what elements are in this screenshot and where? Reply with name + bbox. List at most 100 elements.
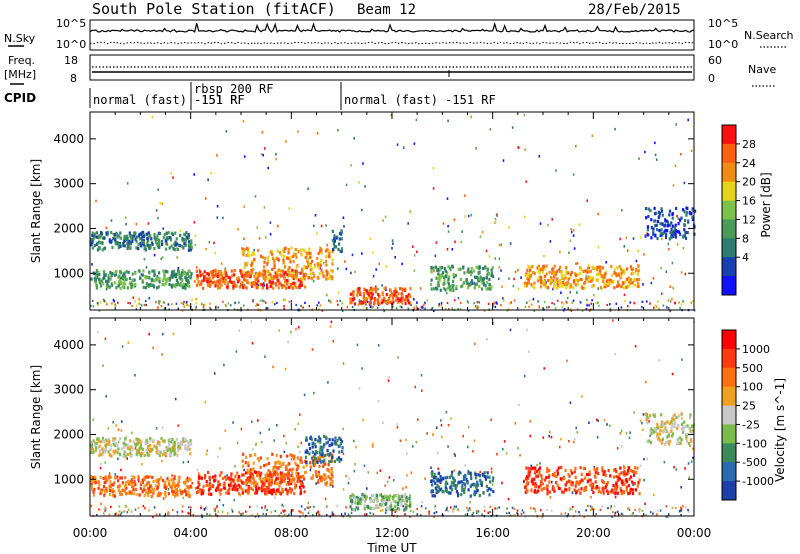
echo-cell (254, 281, 257, 285)
scatter-speckle (319, 266, 322, 269)
echo-cell (164, 239, 167, 243)
ground-speckle (620, 306, 623, 309)
colorbar-swatch (722, 330, 736, 350)
echo-cell (543, 274, 546, 278)
scatter-speckle (104, 337, 107, 340)
echo-cell (263, 260, 266, 264)
echo-cell (239, 285, 242, 289)
echo-cell (527, 278, 530, 282)
echo-cell (162, 453, 165, 457)
ground-speckle (140, 304, 143, 307)
ground-speckle (466, 300, 469, 303)
echo-cell (311, 445, 314, 449)
echo-cell (255, 282, 258, 286)
echo-cell (128, 246, 132, 250)
echo-cell (357, 501, 360, 506)
scatter-speckle (402, 487, 404, 490)
echo-cell (339, 441, 343, 445)
scatter-speckle (195, 487, 197, 490)
echo-cell (548, 473, 551, 478)
echo-cell (680, 427, 683, 431)
echo-cell (311, 476, 314, 480)
echo-cell (694, 209, 697, 213)
echo-cell (606, 481, 609, 485)
echo-cell (144, 286, 147, 290)
scatter-speckle (639, 464, 642, 467)
ground-speckle (292, 509, 294, 512)
echo-cell (246, 476, 249, 480)
velocity-data (90, 319, 696, 519)
echo-cell (267, 490, 270, 494)
echo-cell (247, 247, 250, 251)
ground-speckle (624, 300, 626, 303)
echo-cell (545, 484, 548, 489)
echo-cell (381, 500, 385, 504)
echo-cell (625, 472, 628, 476)
echo-cell (244, 262, 247, 266)
echo-cell (253, 274, 256, 278)
echo-cell (174, 240, 177, 244)
echo-cell (233, 280, 236, 284)
echo-cell (481, 472, 484, 476)
echo-cell (139, 232, 142, 236)
echo-cell (284, 265, 287, 269)
echo-cell (131, 484, 134, 489)
scatter-speckle (277, 224, 279, 228)
scatter-speckle (440, 487, 443, 490)
echo-cell (165, 247, 168, 251)
echo-cell (405, 506, 408, 510)
ground-speckle (426, 299, 429, 302)
echo-cell (317, 251, 320, 256)
echo-cell (108, 238, 111, 242)
ground-speckle (464, 513, 467, 516)
echo-cell (325, 255, 328, 259)
echo-cell (559, 487, 562, 491)
scatter-speckle (575, 144, 577, 148)
echo-cell (142, 269, 145, 273)
echo-cell (477, 279, 480, 283)
echo-cell (684, 425, 687, 429)
scatter-speckle (125, 435, 128, 438)
ground-speckle (221, 510, 224, 513)
echo-cell (381, 293, 384, 297)
echo-cell (212, 274, 215, 278)
scatter-speckle (266, 263, 268, 267)
scatter-speckle (680, 486, 682, 489)
scatter-speckle (186, 476, 189, 480)
echo-cell (363, 287, 366, 291)
ground-speckle (112, 298, 115, 302)
echo-cell (609, 281, 612, 285)
echo-cell (181, 439, 185, 443)
echo-cell (263, 272, 266, 276)
echo-cell (104, 480, 107, 485)
scatter-speckle (453, 469, 456, 472)
scatter-speckle (412, 245, 414, 248)
echo-cell (323, 473, 326, 477)
ground-speckle (156, 307, 159, 310)
echo-cell (179, 281, 182, 285)
ground-speckle (581, 309, 584, 312)
echo-cell (230, 472, 233, 476)
echo-cell (215, 487, 218, 491)
echo-cell (444, 488, 448, 493)
echo-cell (581, 286, 584, 290)
echo-cell (281, 285, 284, 290)
echo-cell (101, 248, 104, 252)
echo-cell (369, 294, 372, 298)
echo-cell (124, 483, 128, 487)
ground-speckle (476, 301, 479, 304)
echo-cell (266, 457, 269, 461)
echo-cell (263, 478, 266, 482)
echo-cell (156, 244, 159, 248)
ground-speckle (457, 509, 460, 512)
scatter-speckle (646, 457, 648, 461)
echo-cell (529, 268, 532, 272)
echo-cell (330, 467, 333, 471)
echo-cell (264, 489, 267, 493)
scatter-speckle (538, 305, 541, 308)
echo-cell (105, 279, 108, 283)
echo-cell (308, 442, 311, 446)
scatter-speckle (307, 501, 310, 505)
echo-cell (588, 470, 591, 474)
echo-cell (459, 285, 462, 289)
